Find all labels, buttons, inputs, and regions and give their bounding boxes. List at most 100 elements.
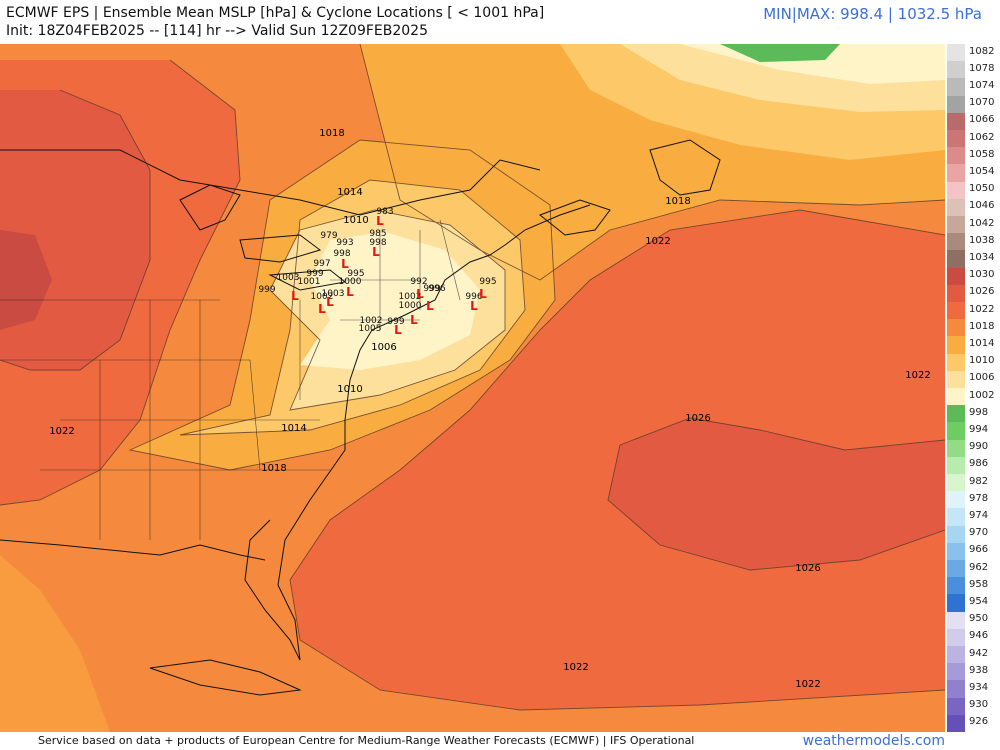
low-marker: L: [410, 313, 418, 327]
colorbar-swatch: [947, 233, 965, 251]
colorbar-swatch: [947, 78, 965, 97]
us-east-coastline: [244, 204, 591, 661]
contour-label: 1022: [49, 426, 74, 437]
colorbar-swatch: [947, 284, 965, 303]
colorbar-swatch: [947, 611, 965, 630]
contour-1022-atlantic: [289, 209, 945, 711]
colorbar-label: 982: [969, 475, 989, 487]
contour-label: 1018: [261, 463, 286, 474]
contour-label: 1018: [665, 196, 690, 207]
colorbar-label: 990: [969, 441, 989, 453]
colorbar-swatch: [947, 388, 965, 406]
colorbar-label: 1038: [969, 234, 995, 246]
colorbar-swatch: [947, 474, 965, 492]
contour-label: 1022: [645, 236, 670, 247]
band-1022-southwest: [0, 555, 110, 732]
colorbar-label: 1046: [969, 200, 995, 212]
cyclone-pressure: 993: [336, 238, 353, 248]
state-borders: [0, 219, 461, 540]
nova-scotia: [539, 199, 611, 236]
contour-1022-west: [0, 59, 241, 506]
colorbar-label: 930: [969, 699, 989, 711]
colorbar-label: 926: [969, 716, 989, 728]
colorbar-swatch: [947, 491, 965, 509]
colorbar-swatch: [947, 250, 965, 269]
map-title: ECMWF EPS | Ensemble Mean MSLP [hPa] & C…: [6, 5, 545, 21]
cyclone-pressure: 1002: [399, 292, 422, 302]
colorbar-label: 1026: [969, 286, 995, 298]
band-green-north: [720, 44, 840, 62]
colorbar-label: 978: [969, 492, 989, 504]
colorbar-swatch: [947, 594, 965, 613]
canada-border: [0, 149, 541, 216]
colorbar-label: 946: [969, 630, 989, 642]
great-lakes: [179, 184, 347, 291]
colorbar-label: 934: [969, 682, 989, 693]
colorbar-swatch: [947, 370, 965, 389]
colorbar-swatch: [947, 697, 965, 716]
contour-label: 1006: [371, 342, 396, 353]
colorbar-label: 1006: [969, 372, 995, 384]
colorbar-swatch: [947, 181, 965, 200]
colorbar-swatch: [947, 130, 965, 148]
colorbar-label: 1082: [969, 45, 995, 57]
low-marker: L: [291, 289, 299, 303]
colorbar-label: 1042: [969, 217, 995, 229]
colorbar-label: 1078: [969, 62, 995, 74]
contour-label: 1026: [795, 563, 820, 574]
cyclone-pressure: 979: [320, 231, 337, 241]
colorbar-swatch: [947, 95, 965, 114]
colorbar-label: 1070: [969, 97, 995, 109]
contour-1014-low: [128, 139, 556, 471]
cyclone-pressure: 999: [423, 284, 440, 294]
cyclone-pressure: 1003: [277, 273, 300, 283]
colorbar-swatch: [947, 302, 965, 320]
colorbar-swatch: [947, 663, 965, 681]
colorbar-swatch: [947, 112, 965, 131]
gulf-coastline: [0, 539, 266, 561]
cyclone-pressure: 997: [313, 259, 330, 269]
cyclone-pressure: 1002: [311, 292, 334, 302]
low-marker: L: [372, 245, 380, 259]
colorbar-swatch: [947, 198, 965, 217]
colorbar-swatch: [947, 525, 965, 544]
colorbar-label: 1014: [969, 338, 995, 349]
low-marker: L: [318, 302, 326, 316]
colorbar-swatch: [947, 147, 965, 165]
cyclone-pressure: 999: [258, 285, 275, 295]
low-marker: L: [394, 323, 402, 337]
cyclone-pressure: 998: [333, 249, 350, 259]
cyclone-pressure: 996: [428, 284, 445, 294]
low-marker: L: [341, 257, 349, 271]
band-1002-low: [300, 232, 480, 370]
colorbar-swatch: [947, 422, 965, 441]
cyclone-pressure: 1000: [339, 277, 362, 287]
cyclone-pressure: 1000: [399, 301, 422, 311]
colorbar-swatch: [947, 267, 965, 286]
low-marker: L: [426, 299, 434, 313]
contour-1018-north: [359, 44, 945, 281]
cyclone-pressure: 999: [306, 269, 323, 279]
colorbar-swatch: [947, 646, 965, 664]
colorbar-swatch: [947, 542, 965, 561]
band-1030-west: [0, 230, 52, 330]
colorbar-swatch: [947, 319, 965, 337]
colorbar-swatch: [947, 353, 965, 372]
cyclone-pressure: 992: [410, 277, 427, 287]
colorbar-label: 950: [969, 613, 989, 625]
min-max-readout: MIN|MAX: 998.4 | 1032.5 hPa: [763, 5, 982, 23]
colorbar-swatch: [947, 44, 965, 62]
data-credit: Service based on data + products of Euro…: [38, 734, 695, 747]
contour-label: 1018: [319, 128, 344, 139]
footer-bar: Service based on data + products of Euro…: [0, 732, 1000, 750]
newfoundland: [649, 139, 721, 196]
colorbar-label: 1062: [969, 131, 995, 143]
contour-label: 1022: [795, 679, 820, 690]
cyclone-pressure: 1002: [360, 316, 383, 326]
colorbar-swatch: [947, 439, 965, 458]
contour-label: 1010: [337, 384, 362, 395]
site-brand: weathermodels.com: [802, 733, 945, 749]
contour-1010-low: [179, 179, 526, 436]
contour-1006-low: [269, 209, 506, 411]
colorbar-swatch: [947, 680, 965, 699]
